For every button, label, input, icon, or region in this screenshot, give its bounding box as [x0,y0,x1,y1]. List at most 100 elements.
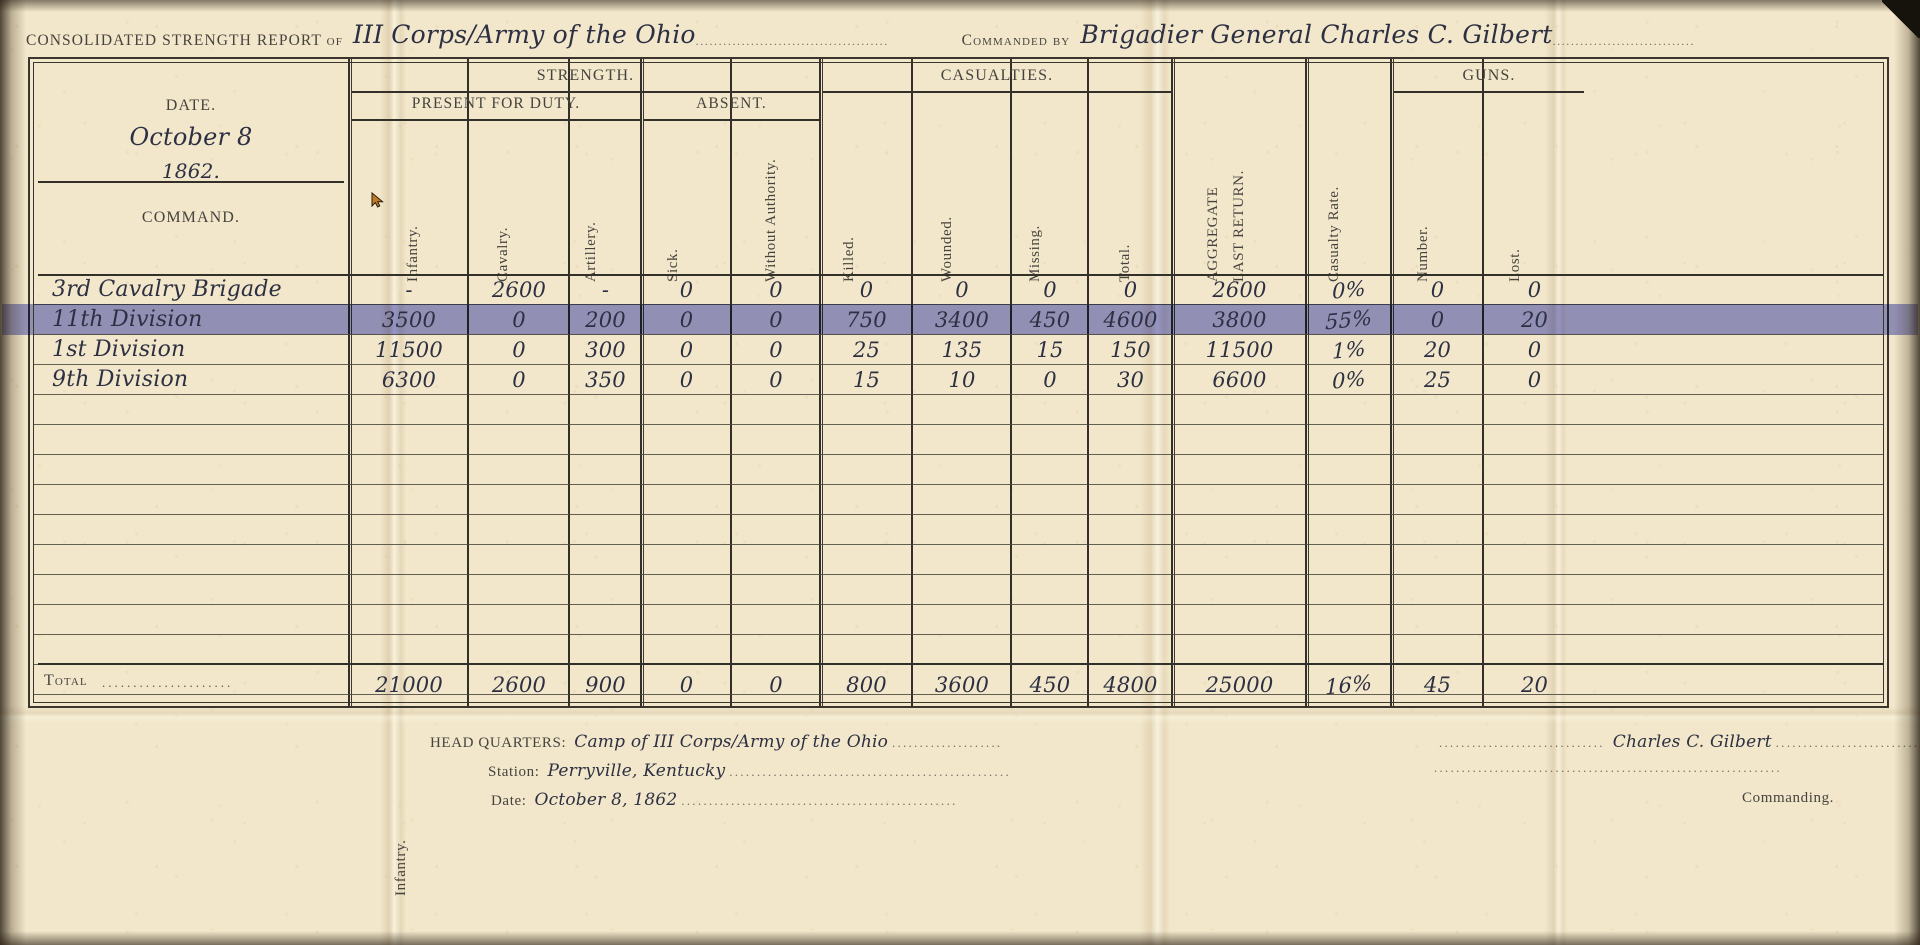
cell-guns-number[interactable] [1394,455,1481,485]
cell-killed[interactable] [823,515,910,545]
cell-guns-number[interactable] [1394,395,1481,425]
cell-killed[interactable]: 750 [846,308,887,332]
cell-infantry[interactable] [352,545,466,575]
cell-without-authority[interactable] [734,425,818,455]
cell-killed[interactable] [823,425,910,455]
cell-infantry[interactable] [352,485,466,515]
cell-aggregate-last-return[interactable] [1175,515,1304,545]
cell-sick[interactable] [644,425,729,455]
cell-killed[interactable]: 0 [859,278,874,302]
cell-missing[interactable] [1014,515,1086,545]
cell-casualty-rate[interactable] [1309,545,1389,575]
cell-artillery[interactable] [572,395,639,425]
cell-sick[interactable] [644,395,729,425]
commander-name-value[interactable]: Brigadier General Charles C. Gilbert [1080,20,1553,49]
cell-guns-lost[interactable]: 0 [1527,368,1542,392]
cell-casualty-rate[interactable] [1309,515,1389,545]
report-unit-value[interactable]: III Corps/Army of the Ohio [352,20,696,49]
cell-killed[interactable] [823,545,910,575]
cell-sick[interactable] [644,515,729,545]
cell-guns-number[interactable]: 20 [1423,338,1452,362]
table-row[interactable] [30,515,1887,545]
cell-infantry[interactable]: - [405,278,413,302]
cell-missing[interactable] [1014,455,1086,485]
cell-artillery[interactable]: 350 [585,368,626,392]
date-value[interactable]: October 8 [129,123,253,151]
cell-casualty-rate[interactable]: 0% [1309,275,1389,305]
footer-date-value[interactable]: October 8, 1862 [534,790,678,810]
cell-missing[interactable] [1014,545,1086,575]
cell-infantry[interactable] [352,575,466,605]
cell-aggregate-last-return[interactable]: 11500 [1205,338,1274,362]
cell-wounded[interactable] [915,485,1009,515]
cell-missing[interactable] [1014,395,1086,425]
table-row[interactable] [30,605,1887,635]
cell-total[interactable] [1091,485,1170,515]
cell-guns-lost[interactable] [1486,515,1583,545]
cell-total[interactable] [1091,545,1170,575]
cell-wounded[interactable] [915,635,1009,665]
cell-artillery[interactable] [572,545,639,575]
cell-missing[interactable] [1014,605,1086,635]
cell-without-authority[interactable] [734,575,818,605]
cell-total[interactable]: 30 [1116,368,1145,392]
cell-guns-number[interactable] [1394,575,1481,605]
cell-infantry[interactable] [352,515,466,545]
cell-aggregate-last-return[interactable]: 3800 [1212,308,1267,332]
cell-infantry[interactable] [352,395,466,425]
cell-without-authority[interactable] [734,485,818,515]
cell-missing[interactable] [1014,575,1086,605]
cell-artillery[interactable] [572,635,639,665]
cell-command[interactable] [38,395,348,425]
cell-artillery[interactable] [572,455,639,485]
cell-sick[interactable]: 0 [679,338,694,362]
cell-total[interactable]: 0 [1123,278,1138,302]
cell-sick[interactable] [644,575,729,605]
cell-guns-number[interactable] [1394,635,1481,665]
cell-cavalry[interactable] [471,455,567,485]
cell-infantry[interactable] [352,635,466,665]
cell-casualty-rate[interactable] [1309,575,1389,605]
table-row[interactable] [30,395,1887,425]
cell-artillery[interactable] [572,515,639,545]
cell-without-authority[interactable] [734,455,818,485]
cell-sick[interactable]: 0 [679,278,694,302]
cell-aggregate-last-return[interactable] [1175,425,1304,455]
cell-killed[interactable]: 25 [852,338,881,362]
cell-killed[interactable] [823,575,910,605]
table-row[interactable] [30,455,1887,485]
cell-command[interactable] [38,575,348,605]
cell-cavalry[interactable] [471,575,567,605]
cell-without-authority[interactable] [734,635,818,665]
table-row[interactable]: 11th Division 3500 0 200 0 0 750 3400 450 4600 380… [2,304,1918,335]
cell-command[interactable] [38,485,348,515]
cell-wounded[interactable]: 10 [948,368,976,392]
cell-cavalry[interactable] [471,485,567,515]
cell-guns-lost[interactable] [1486,425,1583,455]
table-row[interactable] [30,635,1887,665]
cell-cavalry[interactable] [471,425,567,455]
cell-command[interactable] [38,425,348,455]
cell-command[interactable] [38,635,348,665]
cell-wounded[interactable]: 135 [941,338,983,362]
cell-killed[interactable] [823,455,910,485]
cell-aggregate-last-return[interactable]: 2600 [1212,278,1267,302]
cell-command[interactable]: 3rd Cavalry Brigade [52,277,282,302]
cell-wounded[interactable] [915,605,1009,635]
cell-guns-lost[interactable]: 0 [1527,338,1542,362]
table-row[interactable]: 1st Division 11500 0 300 0 0 25 135 15 150 11500 1%… [30,335,1887,365]
cell-without-authority[interactable] [734,605,818,635]
signature-value[interactable]: Charles C. Gilbert [1612,732,1772,752]
cell-total[interactable] [1091,425,1170,455]
cell-missing[interactable]: 0 [1043,278,1057,302]
cell-missing[interactable]: 450 [1029,308,1071,332]
table-row[interactable] [30,665,1887,695]
cell-without-authority[interactable]: 0 [769,308,783,332]
cell-infantry[interactable]: 3500 [381,308,437,332]
cell-guns-lost[interactable] [1486,485,1583,515]
cell-without-authority[interactable] [734,395,818,425]
cell-wounded[interactable]: 3400 [934,308,990,332]
table-row[interactable] [30,545,1887,575]
cell-guns-lost[interactable] [1486,455,1583,485]
cell-guns-number[interactable]: 0 [1430,278,1445,302]
